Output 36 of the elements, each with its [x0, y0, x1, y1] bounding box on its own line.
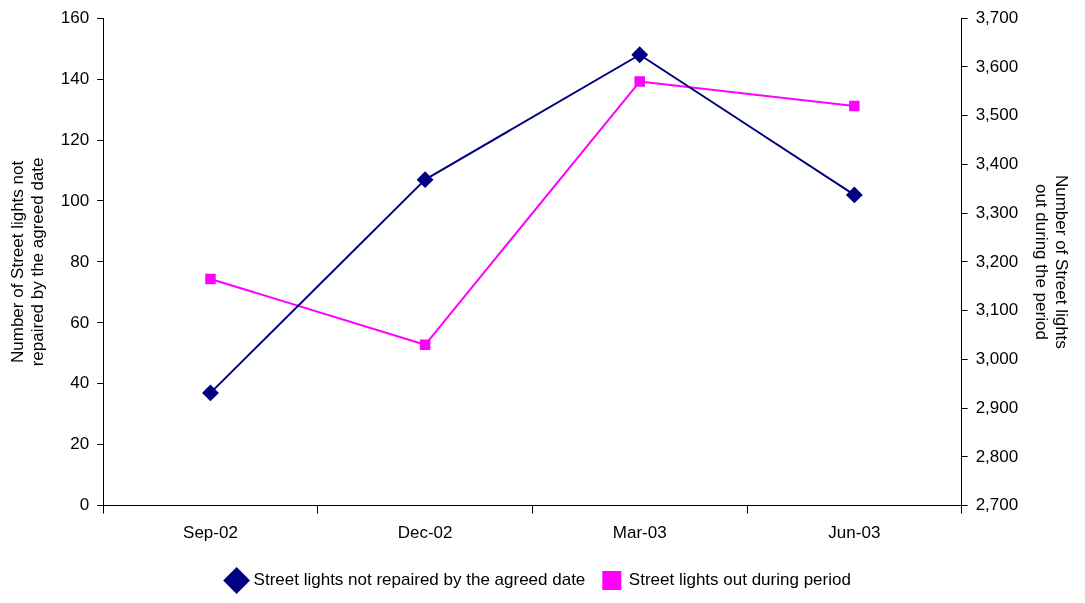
legend-label: Street lights not repaired by the agreed date — [253, 570, 586, 590]
x-tick-label: Jun-03 — [828, 523, 881, 543]
point — [202, 384, 219, 401]
y-tick-label: 140 — [60, 68, 90, 88]
y-tick-label: 0 — [79, 495, 90, 515]
y2-tick-label: 3,300 — [975, 202, 1019, 222]
point — [849, 100, 860, 112]
point — [205, 273, 216, 285]
y2-tick-label: 3,100 — [975, 300, 1019, 320]
point — [846, 186, 863, 203]
y2-tick-label: 3,700 — [975, 7, 1019, 27]
y2-tick-label: 3,400 — [975, 154, 1019, 174]
y2-tick-label: 2,800 — [975, 446, 1019, 466]
x-tick-label: Dec-02 — [397, 523, 453, 543]
y-tick-label: 20 — [70, 434, 90, 454]
x-tick-label: Mar-03 — [612, 523, 667, 543]
y2-tick-label: 2,900 — [975, 397, 1019, 417]
point — [631, 46, 648, 63]
y2-tick-label: 2,700 — [975, 495, 1019, 515]
y2-tick-label: 3,200 — [975, 251, 1019, 271]
y-axis-title: Number of Street lights not repaired by the agreed date — [7, 157, 48, 367]
y-tick-label: 40 — [70, 373, 90, 393]
y-tick-label: 120 — [60, 129, 90, 149]
y2-tick-label: 3,600 — [975, 56, 1019, 76]
x-tick-label: Sep-02 — [183, 523, 238, 543]
legend-label: Street lights out during period — [628, 570, 851, 590]
y2-tick-label: 3,000 — [975, 349, 1019, 369]
y-tick-label: 60 — [70, 312, 90, 332]
point — [417, 171, 434, 188]
point — [419, 339, 431, 350]
y2-axis-title: Number of Street lights out during the period — [1031, 174, 1072, 349]
y-tick-label: 80 — [70, 251, 90, 271]
y2-tick-label: 3,500 — [975, 105, 1019, 125]
y-tick-label: 100 — [60, 190, 90, 210]
y-tick-label: 160 — [60, 7, 90, 27]
point — [634, 76, 645, 87]
